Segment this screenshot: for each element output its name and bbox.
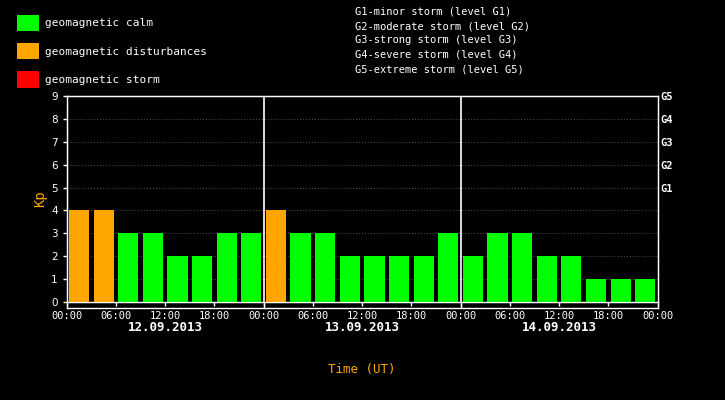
Bar xyxy=(17,14,38,31)
Text: geomagnetic storm: geomagnetic storm xyxy=(45,75,160,85)
Bar xyxy=(118,233,138,302)
Bar xyxy=(217,233,237,302)
Text: Time (UT): Time (UT) xyxy=(328,364,396,376)
Bar xyxy=(365,256,384,302)
Text: G1-minor storm (level G1)
G2-moderate storm (level G2)
G3-strong storm (level G3: G1-minor storm (level G1) G2-moderate st… xyxy=(355,7,530,74)
Text: geomagnetic calm: geomagnetic calm xyxy=(45,18,153,28)
Bar xyxy=(561,256,581,302)
Bar xyxy=(389,256,409,302)
Bar xyxy=(586,279,606,302)
Bar xyxy=(241,233,262,302)
Bar xyxy=(192,256,212,302)
Bar xyxy=(266,210,286,302)
Bar xyxy=(635,279,655,302)
Bar xyxy=(487,233,508,302)
Bar xyxy=(463,256,483,302)
Bar xyxy=(94,210,114,302)
Bar xyxy=(610,279,631,302)
Bar xyxy=(413,256,434,302)
Bar xyxy=(438,233,458,302)
Bar xyxy=(512,233,532,302)
Text: geomagnetic disturbances: geomagnetic disturbances xyxy=(45,46,207,56)
Bar xyxy=(536,256,557,302)
Text: 13.09.2013: 13.09.2013 xyxy=(325,321,399,334)
Y-axis label: Kp: Kp xyxy=(33,191,47,207)
Bar xyxy=(143,233,163,302)
Bar xyxy=(17,71,38,88)
Bar xyxy=(167,256,188,302)
Bar xyxy=(340,256,360,302)
Bar xyxy=(69,210,89,302)
Bar xyxy=(315,233,335,302)
Bar xyxy=(17,43,38,60)
Text: 12.09.2013: 12.09.2013 xyxy=(128,321,203,334)
Bar xyxy=(291,233,311,302)
Text: 14.09.2013: 14.09.2013 xyxy=(521,321,597,334)
